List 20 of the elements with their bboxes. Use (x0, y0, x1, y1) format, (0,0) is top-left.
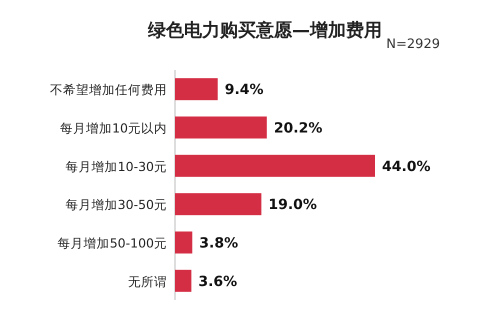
y-tick-label: 每月增加10-30元 (66, 158, 167, 174)
y-tick-label: 无所谓 (128, 274, 167, 289)
data-label: 9.4% (224, 82, 264, 98)
chart-title: 绿色电力购买意愿—增加费用 (147, 20, 382, 41)
bar (175, 232, 192, 254)
data-label: 20.2% (274, 120, 322, 136)
bar (175, 78, 218, 100)
y-tick-label: 每月增加30-50元 (66, 197, 167, 212)
data-label: 3.8% (199, 236, 238, 252)
data-label: 44.0% (382, 158, 431, 175)
text: N=2929 (386, 37, 440, 52)
bar (175, 154, 375, 177)
bar (175, 270, 192, 292)
y-tick-label: 每月增加50-100元 (58, 236, 167, 250)
bar (175, 193, 262, 216)
y-tick-label: 不希望增加任何费用 (50, 82, 167, 98)
y-tick-label: 每月增加10元以内 (60, 120, 167, 136)
data-label: 3.6% (198, 274, 238, 290)
bar (175, 116, 267, 138)
data-label: 19.0% (268, 197, 317, 214)
